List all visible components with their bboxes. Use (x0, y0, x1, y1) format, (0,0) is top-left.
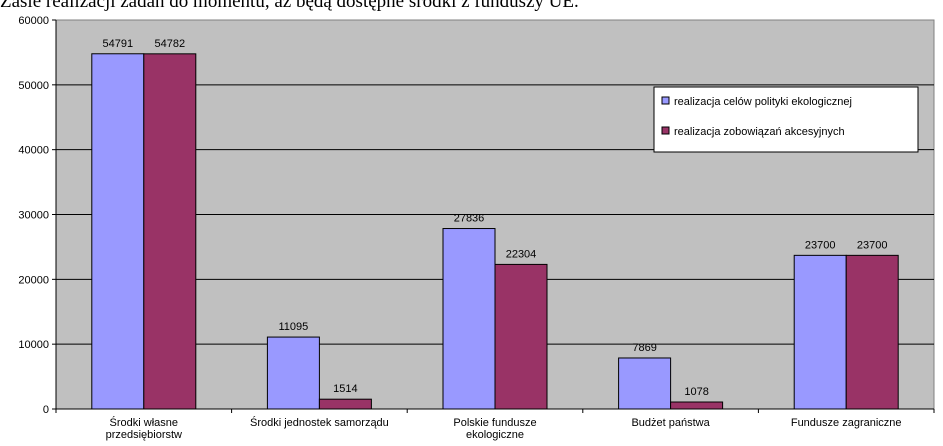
y-tick-label: 10000 (18, 339, 49, 351)
category-label: Środki własne (110, 416, 178, 429)
y-tick-label: 50000 (18, 80, 49, 92)
bar-value-label: 54782 (155, 38, 186, 50)
bar-value-label: 1078 (684, 386, 708, 398)
y-tick-label: 20000 (18, 274, 49, 286)
category-label: Budżet państwa (631, 417, 710, 429)
legend-box (653, 86, 919, 153)
bar (91, 53, 145, 410)
legend-label: realizacja zobowiązań akcesyjnych (674, 126, 845, 138)
bar-value-label: 1514 (333, 383, 357, 395)
bar-value-label: 23700 (857, 239, 888, 251)
data-labels: 54791 54782 11095 1514 27836 22304 7869 1078 237… (103, 38, 888, 398)
axes: 0 10000 20000 30000 40000 50000 60000 Środki wł… (18, 15, 935, 441)
y-tick-label: 0 (43, 404, 49, 416)
bar (670, 401, 724, 410)
bar-value-label: 22304 (506, 248, 537, 260)
category-label: Fundusze zagraniczne (791, 417, 902, 429)
category-label: przedsiębiorstw (106, 429, 182, 441)
y-tick-label: 60000 (18, 15, 49, 27)
legend: realizacja celów polityki ekologicznej re… (653, 86, 919, 153)
bar (618, 357, 672, 410)
y-tick-label: 40000 (18, 145, 49, 157)
bar-value-label: 7869 (632, 342, 656, 354)
legend-swatch (661, 126, 670, 135)
legend-swatch (661, 96, 670, 105)
bar (318, 398, 372, 410)
bar (266, 336, 320, 410)
bar-value-label: 54791 (103, 38, 134, 50)
bar (845, 254, 899, 410)
bar (442, 228, 496, 410)
category-label: ekologiczne (466, 429, 524, 441)
bar (494, 263, 548, 410)
bar-value-label: 27836 (454, 213, 485, 225)
y-tick-label: 30000 (18, 210, 49, 222)
header-text: Zasie realizacji zadań do momentu, aż bę… (0, 0, 579, 12)
bars (91, 53, 899, 410)
bar (793, 254, 847, 410)
bar-value-label: 11095 (279, 321, 309, 333)
bar (143, 53, 197, 410)
bar-value-label: 23700 (805, 239, 836, 251)
category-label: Środki jednostek samorządu (250, 416, 389, 429)
legend-label: realizacja celów polityki ekologicznej (674, 96, 852, 108)
category-label: Polskie fundusze (453, 417, 536, 429)
